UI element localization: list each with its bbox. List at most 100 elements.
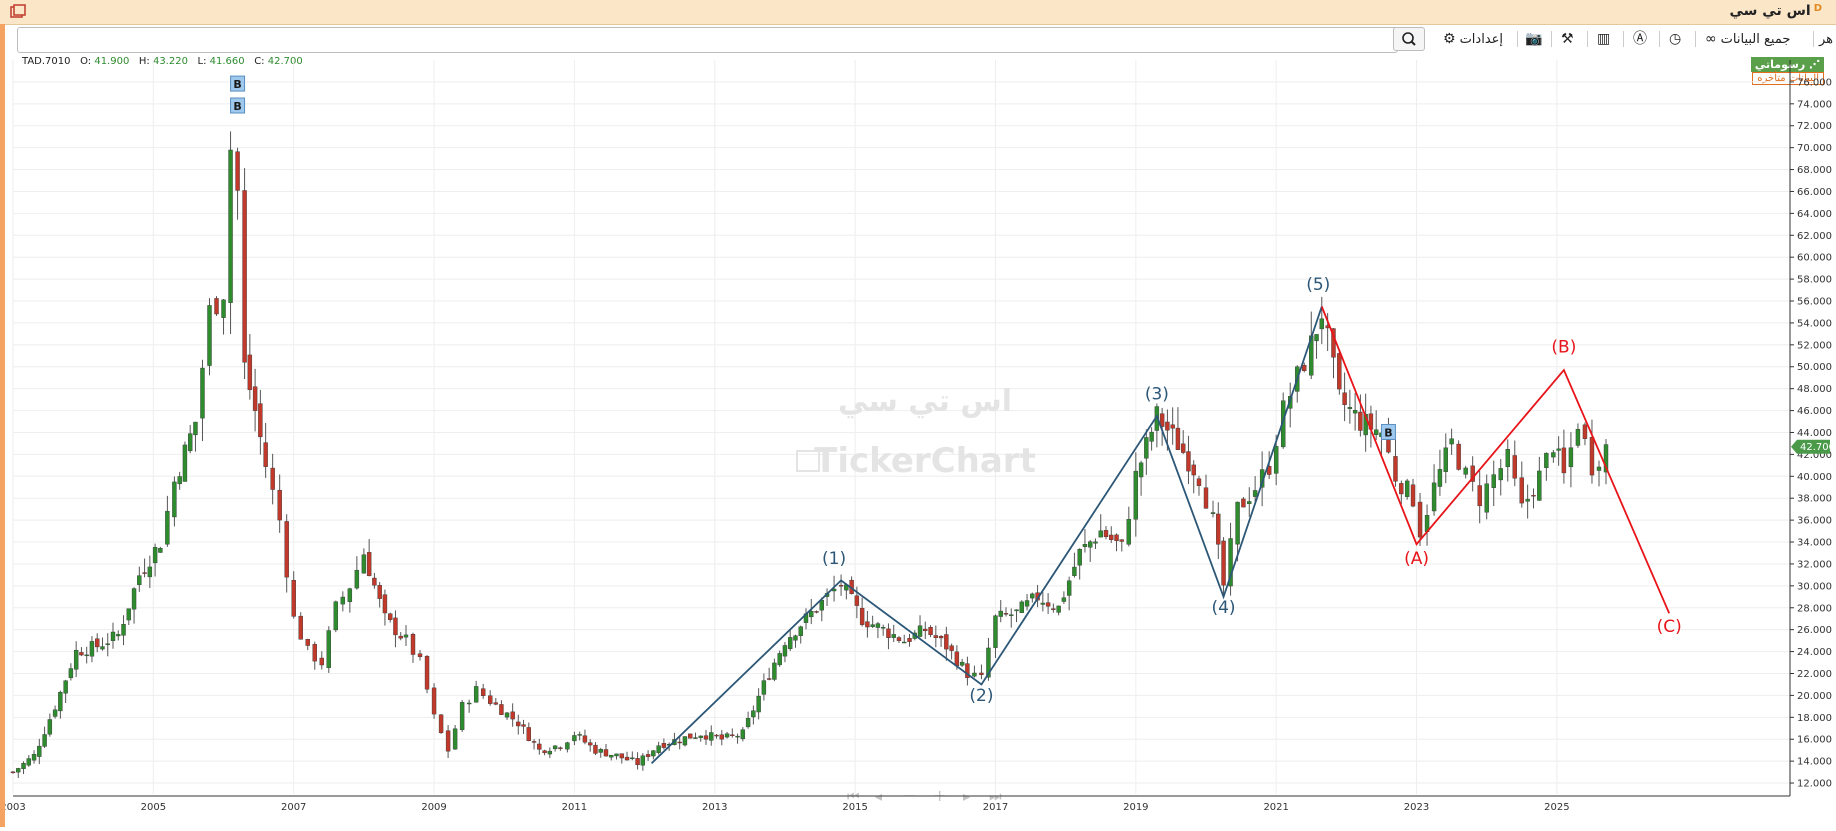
candle-body — [177, 476, 182, 485]
settings-button[interactable]: ⚙ إعدادات — [1443, 28, 1503, 50]
gauge-button[interactable]: ◷ — [1669, 28, 1681, 50]
candle-body — [207, 305, 212, 366]
candle-body — [1358, 411, 1363, 431]
candle-body — [1556, 448, 1561, 451]
settings-label: إعدادات — [1459, 31, 1504, 47]
y-tick-label: 70.000 — [1797, 143, 1832, 154]
candle-body — [393, 617, 398, 636]
candle-body — [761, 680, 767, 695]
candle-body — [372, 577, 377, 586]
wave-label: (2) — [969, 686, 993, 706]
chart-grid — [12, 60, 1790, 794]
low-label: L: — [197, 56, 207, 67]
drawings-badge[interactable]: رسوماتي ⋰ — [1750, 57, 1824, 72]
period-button[interactable]: هر — [1819, 28, 1833, 50]
candle-body — [1337, 353, 1342, 390]
candle-body — [698, 735, 703, 738]
candle-body — [116, 634, 121, 637]
candle-body — [933, 635, 939, 638]
signal-marker-label: B — [233, 100, 241, 113]
toolbar-separator — [1587, 31, 1588, 47]
candle-body — [521, 724, 526, 727]
candle-body — [1342, 392, 1347, 405]
candle-body — [165, 510, 170, 545]
candle-body — [542, 750, 547, 754]
candle-body — [277, 489, 282, 521]
wave-lines — [650, 306, 1670, 764]
candle-body — [105, 643, 110, 645]
signal-marker-box — [230, 75, 246, 92]
tools-button[interactable]: ⚒ — [1561, 28, 1574, 50]
bars-button[interactable]: ▥ — [1597, 28, 1610, 50]
nav-last-icon: ⏭ — [989, 789, 1002, 805]
candle-body — [1119, 539, 1124, 542]
candle-body — [598, 749, 603, 753]
signal-marker-label: B — [1384, 426, 1392, 439]
x-tick-label: 2009 — [421, 802, 446, 813]
candle-body — [1431, 482, 1437, 512]
nav-next-icon: ▸ — [963, 789, 970, 805]
candle-body — [100, 646, 105, 650]
candle-body — [572, 735, 577, 742]
period-label: هر — [1819, 31, 1834, 47]
candle-body — [110, 631, 116, 641]
candle-body — [1061, 597, 1067, 602]
x-tick-label: 2007 — [281, 802, 306, 813]
candle-body — [1347, 407, 1353, 409]
candle-body — [142, 572, 147, 574]
candle-body — [531, 741, 537, 743]
x-tick-label: 2013 — [702, 802, 727, 813]
candle-body — [1314, 334, 1319, 342]
price-chart[interactable]: اس تي سي TickerChart (1)(2)(3)(4)(5)(A)(… — [0, 56, 1836, 827]
candle-body — [214, 298, 219, 315]
y-tick-label: 38.000 — [1797, 494, 1832, 505]
window-restore-icon[interactable] — [10, 4, 26, 19]
candle-body — [1093, 541, 1098, 544]
candle-body — [1449, 438, 1454, 445]
candle-body — [954, 651, 960, 667]
candle-body — [387, 613, 393, 621]
candle-body — [1191, 464, 1196, 476]
x-tick-label: 2017 — [983, 802, 1008, 813]
search-button[interactable] — [1393, 27, 1425, 51]
y-tick-label: 26.000 — [1797, 625, 1832, 636]
wave-label: (C) — [1657, 617, 1682, 637]
camera-button[interactable]: 📷 — [1525, 28, 1542, 50]
candle-body — [158, 548, 163, 553]
all-data-button[interactable]: ∞ جميع البيانات — [1705, 28, 1790, 50]
watermark-arabic: اس تي سي — [838, 384, 1012, 419]
candle-body — [1512, 455, 1517, 479]
wave-label: (3) — [1145, 385, 1169, 405]
candle-body — [1470, 465, 1475, 482]
candle-body — [291, 580, 296, 617]
candle-body — [258, 403, 263, 438]
candle-body — [740, 729, 746, 740]
candle-body — [838, 585, 844, 587]
candle-body — [1531, 495, 1536, 497]
candle-body — [1098, 530, 1103, 538]
candle-body — [487, 695, 493, 704]
candle-body — [537, 743, 542, 750]
toolbar-separator — [1813, 31, 1814, 47]
y-tick-label: 30.000 — [1797, 581, 1832, 592]
auto-button[interactable]: Ⓐ — [1633, 28, 1647, 50]
candle-body — [95, 638, 100, 648]
y-tick-label: 72.000 — [1797, 121, 1832, 132]
wave-labels: (1) (2) (3) (4) (5) (A) (B) (C) — [822, 275, 1682, 706]
candle-body — [886, 628, 891, 638]
y-tick-label: 40.000 — [1797, 472, 1832, 483]
search-input[interactable] — [17, 27, 1398, 53]
candle-body — [347, 588, 353, 602]
candle-body — [766, 678, 772, 680]
candle-body — [1014, 609, 1019, 612]
candle-body — [582, 735, 588, 743]
candle-body — [928, 627, 933, 635]
x-tick-label: 2019 — [1123, 802, 1148, 813]
x-tick-label: 2005 — [141, 802, 166, 813]
left-edge-bar — [0, 24, 5, 827]
candle-body — [1544, 452, 1549, 468]
chart-area[interactable]: اس تي سي TickerChart (1) (2) (3) (4) (5) (A)(… — [0, 56, 1836, 827]
wave-label: (A) — [1404, 549, 1429, 569]
candle-body — [284, 521, 289, 578]
price-tag-label: 42.700 — [1800, 442, 1835, 453]
